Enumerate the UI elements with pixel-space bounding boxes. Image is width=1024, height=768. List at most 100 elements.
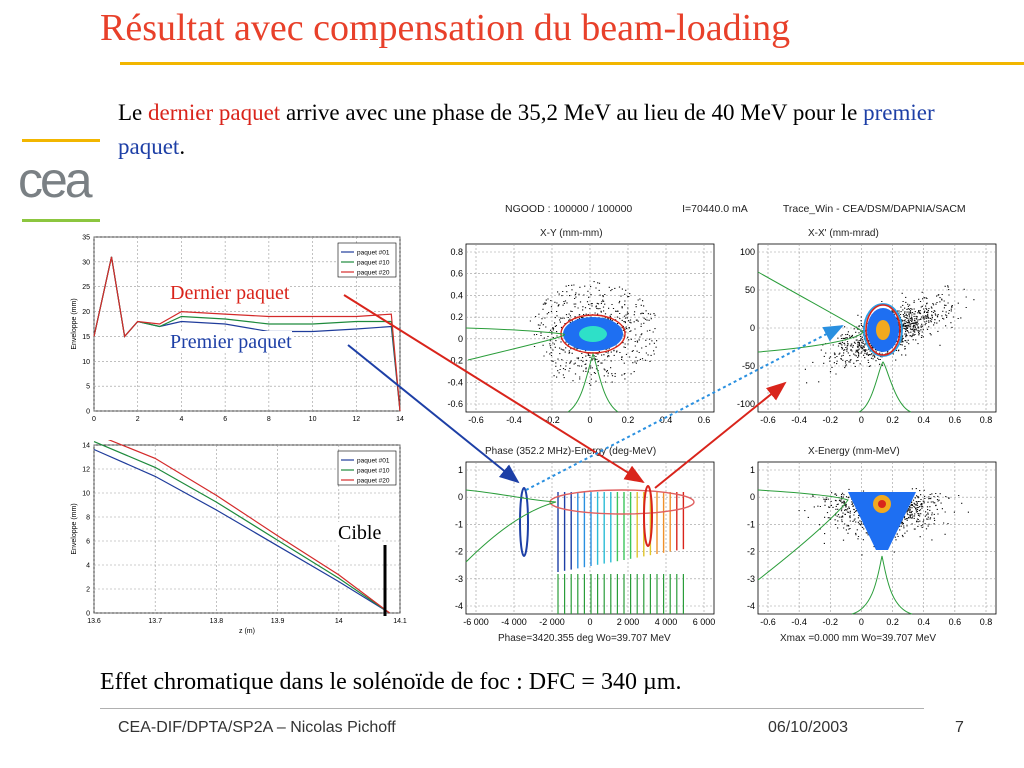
env-zoom-ytick-label: 14: [82, 443, 90, 450]
env-zoom-ytick-label: 4: [86, 563, 90, 570]
intro-text-2: arrive avec une phase de 35,2 MeV au lie…: [280, 100, 864, 125]
xxp-ytick-label: 0: [750, 323, 755, 333]
env-full-ytick-label: 20: [82, 309, 90, 316]
xe-ytick-label: -4: [747, 601, 755, 611]
xy-ytick-label: -0.2: [447, 356, 463, 366]
dernier-paquet-callout: Dernier paquet: [170, 282, 290, 304]
env-zoom-xtick-label: 13.6: [87, 618, 101, 625]
intro-text-3: .: [179, 134, 186, 159]
env-zoom-series-line: [107, 440, 390, 614]
phase-xtick-label: 2 000: [617, 617, 640, 627]
env-zoom-series-line: [93, 448, 390, 614]
xxp-xtick-label: -0.4: [791, 415, 807, 425]
phase-xtick-label: 6 000: [693, 617, 716, 627]
phase-ytick-label: -1: [455, 519, 463, 529]
phase-ytick-label: 1: [458, 465, 463, 475]
xe-xtick-label: 0: [859, 617, 864, 627]
source-label: Trace_Win - CEA/DSM/DAPNIA/SACM: [782, 203, 966, 215]
xy-core-dense: [579, 326, 607, 342]
env-full-ytick-label: 5: [86, 384, 90, 391]
xxp-plot-title: X-X' (mm-mrad): [808, 228, 879, 239]
xy-xtick-label: 0: [587, 415, 592, 425]
env-full-series-line: [93, 256, 401, 412]
arrow-to-xxp-light: [525, 325, 844, 491]
xxp-scatter-plot: -0.6 -0.4 -0.2 0 0.2 0.4 0.6 0.8 100 50 0 -50 -100: [737, 243, 997, 425]
tracewin-header: NGOOD : 100000 / 100000 I=70440.0 mA Tra…: [505, 203, 966, 215]
logo-top-rule: [22, 139, 100, 142]
xy-xtick-label: 0.6: [698, 415, 711, 425]
xe-ytick-label: 1: [750, 465, 755, 475]
cible-callout: Cible: [338, 522, 382, 544]
xy-profile-x: [567, 352, 619, 413]
arrow-to-xxp-red: [654, 381, 787, 489]
intro-highlight-premier: premier paquet: [118, 100, 935, 159]
xy-plot-title: X-Y (mm-mm): [540, 228, 603, 239]
xe-ytick-label: -1: [747, 519, 755, 529]
xxp-xtick-label: 0.2: [886, 415, 899, 425]
x-energy-plot: -0.6 -0.4 -0.2 0 0.2 0.4 0.6 0.8 1 0 -1 -2 -3 -4: [747, 461, 997, 627]
phase-ytick-label: -2: [455, 547, 463, 557]
phase-plot-title: Phase (352.2 MHz)-Energy (deg-MeV): [485, 446, 657, 457]
title-underline: [120, 62, 1024, 65]
xe-energy-profile: [757, 489, 849, 581]
xe-core: [848, 492, 916, 550]
env-zoom-xtick-label: 13.8: [210, 618, 224, 625]
xy-ytick-label: 0.8: [450, 247, 463, 257]
footer-date: 06/10/2003: [768, 719, 849, 736]
xe-ytick-label: -3: [747, 574, 755, 584]
env-full-ytick-label: 0: [86, 409, 90, 416]
xxp-xtick-label: -0.2: [823, 415, 839, 425]
env-zoom-xtick-label: 13.9: [271, 618, 285, 625]
xy-ytick-label: 0.4: [450, 290, 463, 300]
xxp-ytick-label: 50: [745, 285, 755, 295]
xy-scatter-plot: -0.6 -0.4 -0.2 0 0.2 0.4 0.6 0.8 0.6 0.4 0.2 0 -0.2 -…: [447, 243, 715, 425]
xxp-core-dense: [876, 320, 890, 340]
xy-xtick-label: -0.2: [544, 415, 560, 425]
xy-ytick-label: 0: [458, 334, 463, 344]
env-full-ytick-label: 10: [82, 359, 90, 366]
phase-ytick-label: -4: [455, 601, 463, 611]
footer-author: CEA-DIF/DPTA/SP2A – Nicolas Pichoff: [118, 719, 396, 736]
xy-ytick-label: 0.6: [450, 269, 463, 279]
xxp-ytick-label: -100: [737, 399, 755, 409]
xxp-xtick-label: -0.6: [760, 415, 776, 425]
env-full-ytick-label: 25: [82, 284, 90, 291]
env-zoom-ytick-label: 6: [86, 539, 90, 546]
premier-paquet-callout: Premier paquet: [170, 331, 292, 353]
phase-xtick-label: -2 000: [539, 617, 565, 627]
env-zoom-xtick-label: 14.1: [393, 618, 407, 625]
xe-x-profile: [851, 555, 913, 615]
env-full-xtick-label: 12: [352, 416, 360, 423]
phase-first-bunch-ellipse: [519, 487, 529, 557]
footer-rule: [100, 708, 924, 709]
phase-ytick-label: 0: [458, 492, 463, 502]
bottom-statement: Effet chromatique dans le solénoïde de f…: [100, 669, 682, 695]
xy-xtick-label: 0.2: [622, 415, 635, 425]
env-full-xtick-label: 4: [179, 416, 183, 423]
env-zoom-ytick-label: 2: [86, 587, 90, 594]
env-zoom-xlabel: z (m): [239, 628, 255, 635]
env-zoom-ytick-label: 10: [82, 491, 90, 498]
env-full-ytick-label: 35: [82, 235, 90, 242]
intro-paragraph: Le dernier paquet arrive avec une phase …: [118, 96, 948, 164]
xe-xtick-label: 0.4: [917, 617, 930, 627]
xe-xtick-label: 0.6: [949, 617, 962, 627]
current-label: I=70440.0 mA: [682, 203, 748, 215]
intro-text-1: Le: [118, 100, 149, 125]
ngood-label: NGOOD : 100000 / 100000: [505, 203, 633, 215]
arrow-dernier: [343, 294, 645, 484]
env-full-ylabel: Enveloppe (mm): [71, 298, 78, 349]
xe-ytick-label: 0: [750, 492, 755, 502]
xxp-profile-x: [858, 361, 912, 413]
env-full-legend-label: paquet #20: [357, 270, 390, 277]
env-full-ytick-label: 30: [82, 259, 90, 266]
env-zoom-ytick-label: 0: [86, 611, 90, 618]
envelope-chart-full: 0 2 4 6 8 10 12 14 0 5 10 15 20 25 30 35 Enveloppe (mm) p…: [71, 235, 404, 424]
env-zoom-legend-label: paquet #01: [357, 458, 390, 465]
env-zoom-legend-label: paquet #20: [357, 478, 390, 485]
phase-ytick-label: -3: [455, 574, 463, 584]
xy-profile-y: [465, 327, 566, 361]
slide-title: Résultat avec compensation du beam-loadi…: [100, 7, 791, 49]
xy-xtick-label: 0.4: [660, 415, 673, 425]
env-full-xtick-label: 14: [396, 416, 404, 423]
